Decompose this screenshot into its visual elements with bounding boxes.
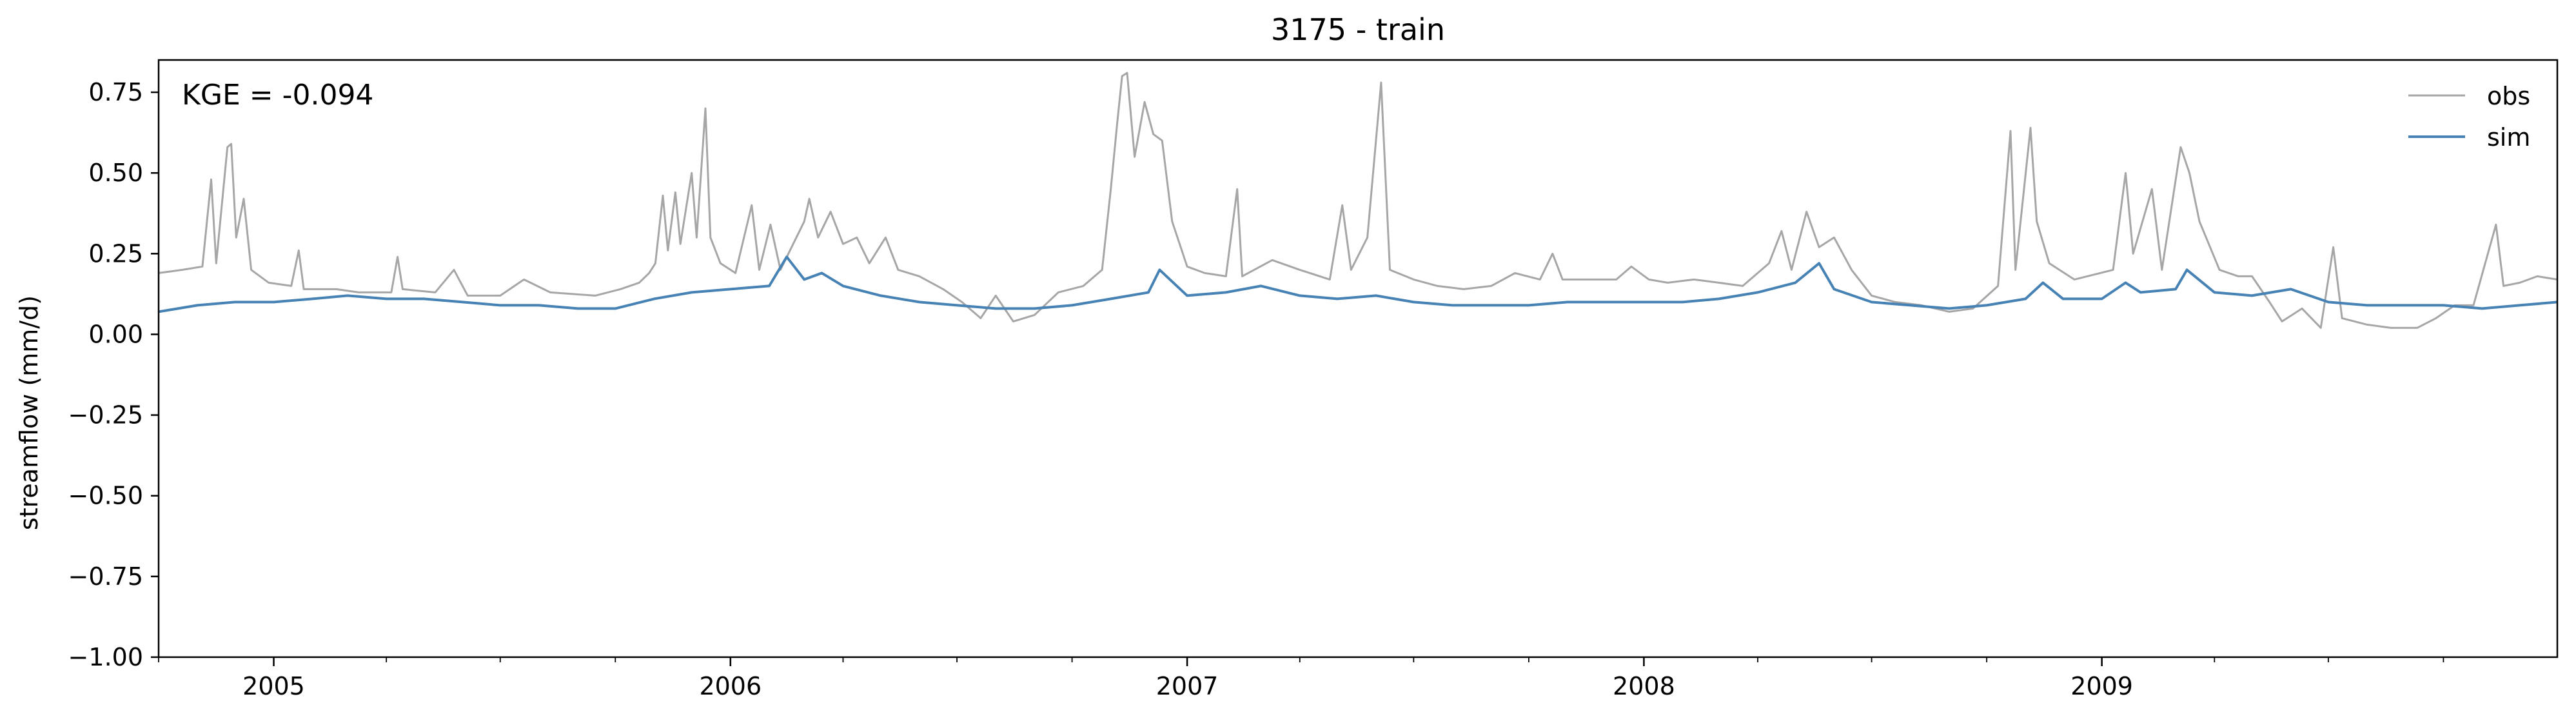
- legend-label-sim: sim: [2487, 123, 2530, 152]
- y-axis-title: streamflow (mm/d): [15, 295, 43, 530]
- x-tick-label: 2006: [699, 672, 762, 700]
- y-tick-label: −1.00: [68, 643, 143, 671]
- y-axis-ticks: 0.75 0.50 0.25 0.00 −0.25 −0.50 −0.75 −1.00: [68, 78, 159, 671]
- y-tick-label: 0.75: [88, 78, 143, 106]
- series-line-sim: [158, 255, 2558, 313]
- y-tick-label: −0.75: [68, 562, 143, 591]
- x-tick-label: 2008: [1613, 672, 1675, 700]
- chart-title: 3175 - train: [1271, 12, 1445, 47]
- y-tick-label: 0.25: [88, 239, 143, 268]
- plot-area: 0.75 0.50 0.25 0.00 −0.25 −0.50 −0.75 −1.00 200…: [68, 59, 2559, 700]
- series-layer: [158, 72, 2558, 329]
- plot-frame: [157, 59, 2559, 658]
- x-tick-label: 2009: [2070, 672, 2133, 700]
- legend: obs sim: [2408, 82, 2530, 152]
- y-tick-label: 0.50: [88, 159, 143, 187]
- x-tick-label: 2007: [1156, 672, 1219, 700]
- kge-annotation: KGE = -0.094: [182, 79, 373, 112]
- x-axis-ticks: 2005 2006 2007 2008 2009: [158, 657, 2444, 700]
- y-tick-label: 0.00: [88, 320, 143, 348]
- x-tick-label: 2005: [242, 672, 305, 700]
- legend-label-obs: obs: [2487, 82, 2530, 110]
- series-line-obs: [158, 72, 2558, 329]
- y-tick-label: −0.50: [68, 482, 143, 510]
- y-tick-label: −0.25: [68, 401, 143, 430]
